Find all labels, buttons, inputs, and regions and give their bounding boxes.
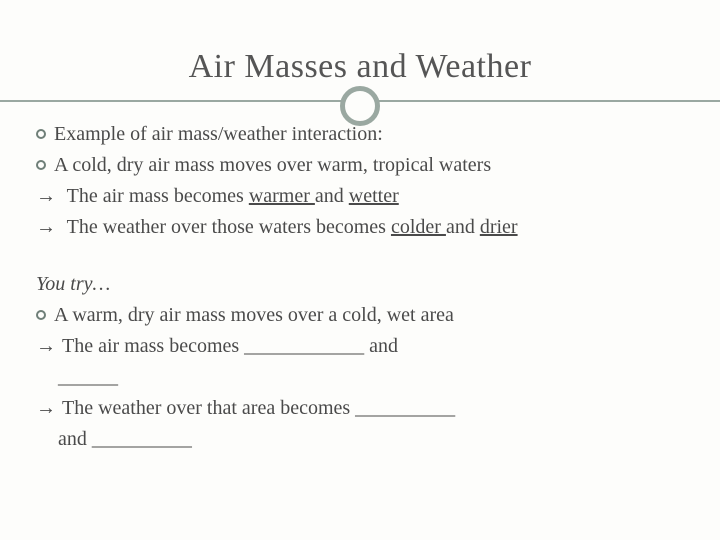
youtry-line1b: ______	[36, 363, 684, 392]
youtry-heading: You try…	[36, 270, 684, 299]
divider-rule	[0, 100, 720, 102]
underline-wetter: wetter	[349, 185, 399, 207]
text-fragment: and	[446, 216, 480, 238]
example-result-airmass: The air mass becomes warmer and wetter	[36, 182, 684, 211]
youtry-line2b: and __________	[36, 425, 684, 454]
spacer	[36, 244, 684, 270]
title-area: Air Masses and Weather	[0, 0, 720, 102]
slide: Air Masses and Weather Example of air ma…	[0, 0, 720, 540]
text-fragment: The weather over those waters becomes	[67, 216, 391, 238]
youtry-line1: The air mass becomes ____________ and	[36, 332, 684, 361]
slide-title: Air Masses and Weather	[0, 48, 720, 86]
underline-colder: colder	[391, 216, 446, 238]
example-scenario: A cold, dry air mass moves over warm, tr…	[36, 151, 684, 180]
ring-icon	[340, 86, 380, 126]
example-result-weather: The weather over those waters becomes co…	[36, 213, 684, 242]
youtry-line2: The weather over that area becomes _____…	[36, 394, 684, 423]
underline-drier: drier	[480, 216, 518, 238]
text-fragment: and	[315, 185, 349, 207]
youtry-scenario: A warm, dry air mass moves over a cold, …	[36, 301, 684, 330]
underline-warmer: warmer	[249, 185, 315, 207]
text-fragment: The air mass becomes	[67, 185, 249, 207]
slide-body: Example of air mass/weather interaction:…	[0, 102, 720, 454]
